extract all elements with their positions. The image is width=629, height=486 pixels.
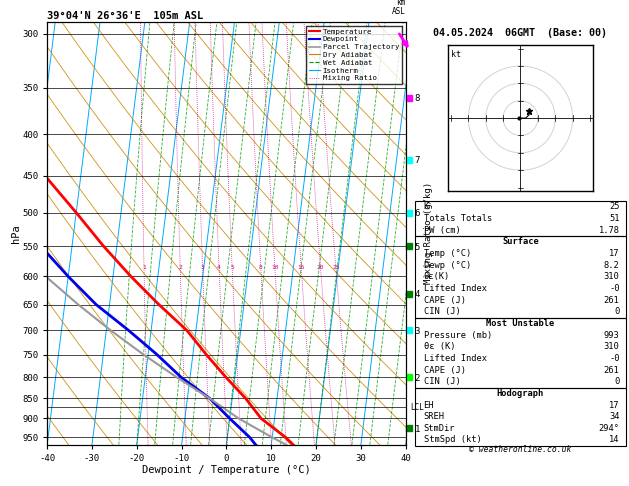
Text: 0: 0 — [615, 307, 620, 316]
Text: 17: 17 — [609, 249, 620, 258]
Text: 5: 5 — [230, 265, 234, 270]
Text: StmDir: StmDir — [423, 424, 455, 433]
Text: 34: 34 — [609, 412, 620, 421]
Text: 310: 310 — [604, 272, 620, 281]
Text: 14: 14 — [609, 435, 620, 445]
Text: 17: 17 — [609, 400, 620, 410]
Bar — [415, 236, 626, 318]
Text: CIN (J): CIN (J) — [423, 377, 460, 386]
Text: K: K — [423, 202, 429, 211]
Text: EH: EH — [423, 400, 434, 410]
Y-axis label: hPa: hPa — [11, 224, 21, 243]
Text: StmSpd (kt): StmSpd (kt) — [423, 435, 481, 445]
Text: θε(K): θε(K) — [423, 272, 450, 281]
Text: 3: 3 — [201, 265, 204, 270]
Text: LCL: LCL — [410, 403, 424, 412]
Text: 25: 25 — [609, 202, 620, 211]
Text: SREH: SREH — [423, 412, 445, 421]
Text: 1.78: 1.78 — [599, 226, 620, 235]
Text: 261: 261 — [604, 365, 620, 375]
Bar — [415, 318, 626, 387]
Text: Surface: Surface — [502, 237, 539, 246]
Text: PW (cm): PW (cm) — [423, 226, 460, 235]
Text: 0: 0 — [615, 377, 620, 386]
Text: CAPE (J): CAPE (J) — [423, 295, 465, 305]
Text: Most Unstable: Most Unstable — [486, 319, 555, 328]
Text: 51: 51 — [609, 214, 620, 223]
Text: Lifted Index: Lifted Index — [423, 284, 487, 293]
Text: Totals Totals: Totals Totals — [423, 214, 492, 223]
Text: 4: 4 — [217, 265, 221, 270]
Text: 8: 8 — [259, 265, 263, 270]
Text: Hodograph: Hodograph — [497, 389, 544, 398]
Text: -0: -0 — [609, 354, 620, 363]
Text: Temp (°C): Temp (°C) — [423, 249, 471, 258]
Text: 04.05.2024  06GMT  (Base: 00): 04.05.2024 06GMT (Base: 00) — [433, 28, 608, 38]
Text: θε (K): θε (K) — [423, 342, 455, 351]
Text: kt: kt — [450, 50, 460, 59]
Text: Pressure (mb): Pressure (mb) — [423, 330, 492, 340]
Legend: Temperature, Dewpoint, Parcel Trajectory, Dry Adiabat, Wet Adiabat, Isotherm, Mi: Temperature, Dewpoint, Parcel Trajectory… — [306, 26, 402, 84]
Bar — [415, 387, 626, 446]
Text: CAPE (J): CAPE (J) — [423, 365, 465, 375]
Text: © weatheronline.co.uk: © weatheronline.co.uk — [469, 445, 572, 454]
Text: 10: 10 — [271, 265, 279, 270]
Text: 8.2: 8.2 — [604, 260, 620, 270]
Bar — [415, 201, 626, 236]
Text: 294°: 294° — [599, 424, 620, 433]
Text: 25: 25 — [332, 265, 340, 270]
Text: Dewp (°C): Dewp (°C) — [423, 260, 471, 270]
Text: 261: 261 — [604, 295, 620, 305]
X-axis label: Dewpoint / Temperature (°C): Dewpoint / Temperature (°C) — [142, 466, 311, 475]
Text: 15: 15 — [298, 265, 305, 270]
Text: -0: -0 — [609, 284, 620, 293]
Y-axis label: Mixing Ratio (g/kg): Mixing Ratio (g/kg) — [425, 182, 433, 284]
Text: 1: 1 — [142, 265, 146, 270]
Text: 993: 993 — [604, 330, 620, 340]
Text: 39°04'N 26°36'E  105m ASL: 39°04'N 26°36'E 105m ASL — [47, 11, 203, 21]
Text: 310: 310 — [604, 342, 620, 351]
Text: CIN (J): CIN (J) — [423, 307, 460, 316]
Text: Lifted Index: Lifted Index — [423, 354, 487, 363]
Text: km
ASL: km ASL — [392, 0, 406, 17]
Text: 2: 2 — [178, 265, 182, 270]
Text: 20: 20 — [317, 265, 325, 270]
